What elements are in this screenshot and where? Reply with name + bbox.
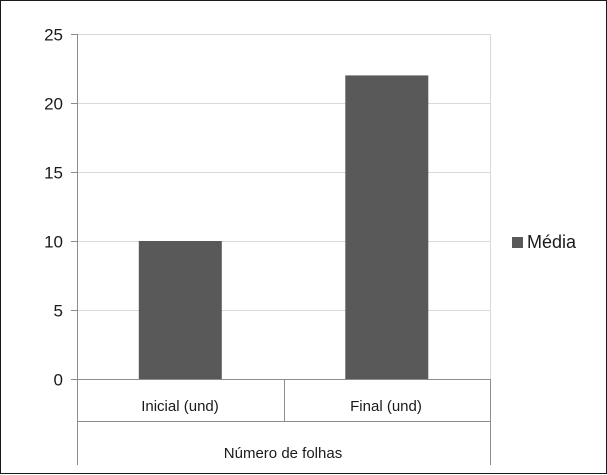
axes <box>71 34 491 465</box>
bars <box>138 75 429 380</box>
bar <box>345 75 429 380</box>
y-tick-label: 15 <box>44 164 63 183</box>
y-tick-label: 25 <box>44 26 63 45</box>
category-label: Inicial (und) <box>141 398 219 415</box>
x-axis-group-label: Número de folhas <box>224 445 342 462</box>
category-label: Final (und) <box>350 398 422 415</box>
bar <box>138 241 222 379</box>
category-labels: Inicial (und) Final (und) Número de folh… <box>141 398 422 462</box>
y-tick-label: 5 <box>54 302 63 321</box>
legend-label: Média <box>527 232 577 252</box>
legend: Média <box>512 232 577 252</box>
y-tick-label: 20 <box>44 95 63 114</box>
y-tick-label: 10 <box>44 233 63 252</box>
y-axis-ticks: 0 5 10 15 20 25 <box>44 26 63 390</box>
legend-swatch <box>512 237 523 248</box>
y-tick-label: 0 <box>54 371 63 390</box>
